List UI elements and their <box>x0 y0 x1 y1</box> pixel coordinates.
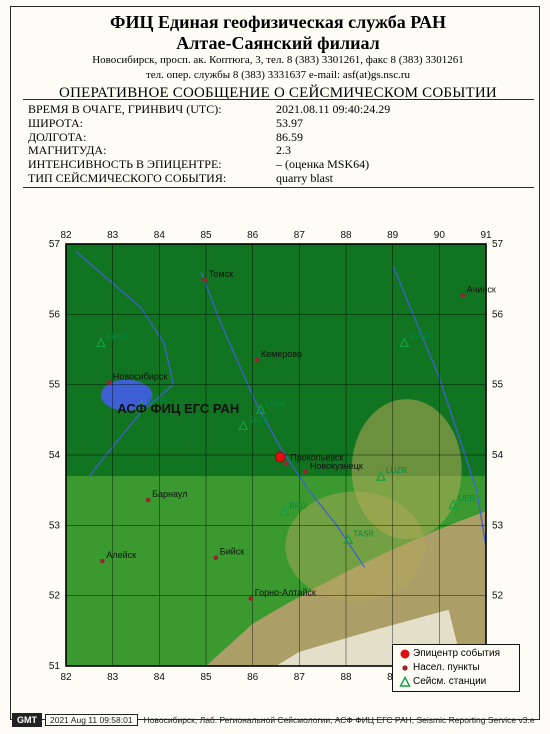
svg-text:Новосибирск: Новосибирск <box>113 372 167 382</box>
svg-text:88: 88 <box>340 672 352 683</box>
epicenter-icon <box>397 648 413 660</box>
svg-text:87: 87 <box>294 230 306 241</box>
svg-text:Новокузнецк: Новокузнецк <box>310 461 363 471</box>
svg-text:LNSK: LNSK <box>266 399 288 408</box>
svg-text:52: 52 <box>492 591 504 602</box>
seismic-report-page: ФИЦ Единая геофизическая служба РАН Алта… <box>0 0 550 734</box>
svg-text:Горно-Алтайск: Горно-Алтайск <box>255 587 316 597</box>
svg-text:51: 51 <box>49 661 61 672</box>
svg-text:Ачинск: Ачинск <box>467 284 496 294</box>
svg-text:TASR: TASR <box>353 529 374 538</box>
legend-label: Эпицентр события <box>413 647 500 661</box>
param-value: quarry blast <box>276 172 333 186</box>
svg-text:UER: UER <box>458 494 475 503</box>
param-row: МАГНИТУДА:2.3 <box>28 144 528 158</box>
legend-row: Сейсм. станции <box>397 675 515 689</box>
divider-top <box>23 99 534 100</box>
param-value: 86.59 <box>276 131 303 145</box>
svg-text:87: 87 <box>294 672 306 683</box>
svg-text:54: 54 <box>492 450 504 461</box>
param-row: ДОЛГОТА:86.59 <box>28 131 528 145</box>
svg-text:52: 52 <box>49 591 61 602</box>
svg-text:86: 86 <box>247 672 259 683</box>
svg-text:56: 56 <box>49 309 61 320</box>
svg-text:АСФ ФИЦ ЕГС РАН: АСФ ФИЦ ЕГС РАН <box>117 401 239 416</box>
org-title-line2: Алтае-Саянский филиал <box>35 33 521 54</box>
svg-text:57: 57 <box>492 239 504 250</box>
svg-text:89: 89 <box>387 230 399 241</box>
svg-text:Бийск: Бийск <box>220 547 244 557</box>
gmt-badge: GMT <box>12 713 42 727</box>
svg-text:EVSR: EVSR <box>409 332 431 341</box>
svg-text:55: 55 <box>492 380 504 391</box>
svg-text:84: 84 <box>154 230 166 241</box>
svg-text:55: 55 <box>49 380 61 391</box>
divider-bottom <box>23 187 534 188</box>
header-block: ФИЦ Единая геофизическая служба РАН Алта… <box>35 12 521 102</box>
svg-text:ABKR: ABKR <box>106 332 128 341</box>
legend-label: Насел. пункты <box>413 661 480 675</box>
svg-text:84: 84 <box>154 672 166 683</box>
param-row: ИНТЕНСИВНОСТЬ В ЭПИЦЕНТРЕ:– (оценка MSK6… <box>28 158 528 172</box>
legend-row: Эпицентр события <box>397 647 515 661</box>
svg-text:54: 54 <box>49 450 61 461</box>
svg-text:56: 56 <box>492 309 504 320</box>
svg-text:Томск: Томск <box>209 269 233 279</box>
svg-text:57: 57 <box>49 239 61 250</box>
param-row: ТИП СЕЙСМИЧЕСКОГО СОБЫТИЯ:quarry blast <box>28 172 528 186</box>
svg-text:83: 83 <box>107 230 119 241</box>
svg-text:90: 90 <box>434 230 446 241</box>
seismic-map: 8282838384848585868687878888898990909191… <box>32 216 522 694</box>
footer: GMT 2021 Aug 11 09:58:01 Новосибирск, Ла… <box>12 713 538 727</box>
svg-text:LUZR: LUZR <box>386 466 407 475</box>
svg-text:Алейск: Алейск <box>106 550 136 560</box>
param-label: ДОЛГОТА: <box>28 131 276 145</box>
svg-text:85: 85 <box>200 672 212 683</box>
svg-text:53: 53 <box>49 520 61 531</box>
svg-text:SALR: SALR <box>248 415 269 424</box>
map-legend: Эпицентр событияНасел. пунктыСейсм. стан… <box>392 644 520 692</box>
param-value: 2021.08.11 09:40:24.29 <box>276 103 390 117</box>
footer-credit: Новосибирск, Лаб. Региональной Сейсмолог… <box>144 715 535 725</box>
param-row: ШИРОТА:53.97 <box>28 117 528 131</box>
svg-text:BRD: BRD <box>289 501 306 510</box>
station-icon <box>397 676 413 688</box>
param-row: ВРЕМЯ В ОЧАГЕ, ГРИНВИЧ (UTC):2021.08.11 … <box>28 103 528 117</box>
svg-text:Барнаул: Барнаул <box>152 489 187 499</box>
svg-text:85: 85 <box>200 230 212 241</box>
param-label: ВРЕМЯ В ОЧАГЕ, ГРИНВИЧ (UTC): <box>28 103 276 117</box>
param-label: ШИРОТА: <box>28 117 276 131</box>
svg-text:82: 82 <box>60 230 72 241</box>
address-line1: Новосибирск, просп. ак. Коптюга, 3, тел.… <box>35 54 521 67</box>
param-value: 53.97 <box>276 117 303 131</box>
city-icon <box>397 662 413 674</box>
legend-row: Насел. пункты <box>397 661 515 675</box>
svg-text:Кемерово: Кемерово <box>261 349 302 359</box>
svg-text:86: 86 <box>247 230 259 241</box>
footer-timestamp: 2021 Aug 11 09:58:01 <box>45 714 138 726</box>
map-svg: 8282838384848585868687878888898990909191… <box>32 216 522 694</box>
svg-text:91: 91 <box>480 230 492 241</box>
svg-text:82: 82 <box>60 672 72 683</box>
param-value: – (оценка MSK64) <box>276 158 369 172</box>
param-label: ИНТЕНСИВНОСТЬ В ЭПИЦЕНТРЕ: <box>28 158 276 172</box>
org-title-line1: ФИЦ Единая геофизическая служба РАН <box>35 12 521 33</box>
address-line2: тел. опер. службы 8 (383) 3331637 e-mail… <box>35 69 521 82</box>
param-value: 2.3 <box>276 144 291 158</box>
legend-label: Сейсм. станции <box>413 675 486 689</box>
parameters-block: ВРЕМЯ В ОЧАГЕ, ГРИНВИЧ (UTC):2021.08.11 … <box>28 103 528 186</box>
svg-text:88: 88 <box>340 230 352 241</box>
param-label: ТИП СЕЙСМИЧЕСКОГО СОБЫТИЯ: <box>28 172 276 186</box>
svg-text:83: 83 <box>107 672 119 683</box>
svg-text:53: 53 <box>492 520 504 531</box>
param-label: МАГНИТУДА: <box>28 144 276 158</box>
